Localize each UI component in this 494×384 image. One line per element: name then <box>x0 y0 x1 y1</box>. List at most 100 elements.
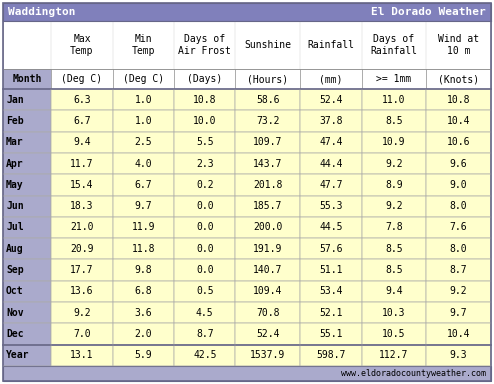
Bar <box>113 281 174 302</box>
Text: 44.5: 44.5 <box>319 222 343 232</box>
Bar <box>362 238 426 260</box>
Text: Feb: Feb <box>6 116 24 126</box>
Bar <box>113 89 174 110</box>
Bar <box>426 132 491 153</box>
Text: www.eldoradocountyweather.com: www.eldoradocountyweather.com <box>341 369 486 378</box>
Text: Nov: Nov <box>6 308 24 318</box>
Text: 37.8: 37.8 <box>319 116 343 126</box>
Bar <box>3 281 51 302</box>
Bar <box>236 260 300 281</box>
Text: 73.2: 73.2 <box>256 116 280 126</box>
Text: 9.7: 9.7 <box>134 201 152 211</box>
Text: 11.9: 11.9 <box>131 222 155 232</box>
Bar <box>362 89 426 110</box>
Bar <box>362 302 426 323</box>
Text: (Deg C): (Deg C) <box>123 74 164 84</box>
Text: 109.4: 109.4 <box>253 286 283 296</box>
Bar <box>51 132 113 153</box>
Text: 1.0: 1.0 <box>134 94 152 105</box>
Bar <box>426 69 491 89</box>
Bar <box>426 153 491 174</box>
Bar <box>362 174 426 195</box>
Bar <box>426 281 491 302</box>
Text: 143.7: 143.7 <box>253 159 283 169</box>
Bar <box>300 260 362 281</box>
Text: 42.5: 42.5 <box>193 350 216 360</box>
Text: Sep: Sep <box>6 265 24 275</box>
Text: 8.9: 8.9 <box>385 180 403 190</box>
Bar <box>3 89 51 110</box>
Text: 13.1: 13.1 <box>70 350 94 360</box>
Bar <box>3 238 51 260</box>
Bar <box>51 89 113 110</box>
Bar <box>3 217 51 238</box>
Text: (mm): (mm) <box>319 74 343 84</box>
Text: 0.0: 0.0 <box>196 244 213 254</box>
Bar <box>362 69 426 89</box>
Text: 11.0: 11.0 <box>382 94 406 105</box>
Text: Jul: Jul <box>6 222 24 232</box>
Bar <box>174 69 236 89</box>
Bar <box>300 238 362 260</box>
Bar <box>174 345 236 366</box>
Text: 8.0: 8.0 <box>450 244 467 254</box>
Bar <box>174 323 236 345</box>
Bar <box>236 174 300 195</box>
Bar <box>3 323 51 345</box>
Text: 598.7: 598.7 <box>316 350 346 360</box>
Text: Jun: Jun <box>6 201 24 211</box>
Text: 21.0: 21.0 <box>70 222 94 232</box>
Text: 51.1: 51.1 <box>319 265 343 275</box>
Text: 11.8: 11.8 <box>131 244 155 254</box>
Bar <box>174 281 236 302</box>
Bar <box>51 323 113 345</box>
Text: Jan: Jan <box>6 94 24 105</box>
Bar <box>3 195 51 217</box>
Bar <box>236 281 300 302</box>
Text: 9.4: 9.4 <box>385 286 403 296</box>
Text: 1.0: 1.0 <box>134 116 152 126</box>
Bar <box>362 281 426 302</box>
Bar <box>51 69 113 89</box>
Bar <box>426 238 491 260</box>
Bar <box>362 132 426 153</box>
Bar <box>174 302 236 323</box>
Text: El Dorado Weather: El Dorado Weather <box>371 7 486 17</box>
Text: 57.6: 57.6 <box>319 244 343 254</box>
Text: 18.3: 18.3 <box>70 201 94 211</box>
Bar <box>426 260 491 281</box>
Bar <box>113 174 174 195</box>
Bar <box>174 110 236 132</box>
Bar <box>3 260 51 281</box>
Text: 201.8: 201.8 <box>253 180 283 190</box>
Bar <box>3 21 491 69</box>
Text: Days of
Rainfall: Days of Rainfall <box>370 34 417 56</box>
Bar <box>236 323 300 345</box>
Text: 6.7: 6.7 <box>73 116 91 126</box>
Text: 10.4: 10.4 <box>447 116 470 126</box>
Text: 10.3: 10.3 <box>382 308 406 318</box>
Bar <box>174 195 236 217</box>
Bar <box>362 260 426 281</box>
Text: 10.8: 10.8 <box>193 94 216 105</box>
Text: 2.5: 2.5 <box>134 137 152 147</box>
Bar <box>3 366 491 381</box>
Text: 9.4: 9.4 <box>73 137 91 147</box>
Text: 4.0: 4.0 <box>134 159 152 169</box>
Bar <box>113 69 174 89</box>
Text: 10.6: 10.6 <box>447 137 470 147</box>
Text: 9.3: 9.3 <box>450 350 467 360</box>
Text: 0.0: 0.0 <box>196 222 213 232</box>
Text: (Hours): (Hours) <box>247 74 288 84</box>
Text: May: May <box>6 180 24 190</box>
Bar <box>51 238 113 260</box>
Text: 5.9: 5.9 <box>134 350 152 360</box>
Text: 9.2: 9.2 <box>450 286 467 296</box>
Bar <box>3 345 51 366</box>
Bar <box>426 110 491 132</box>
Text: 20.9: 20.9 <box>70 244 94 254</box>
Text: 47.4: 47.4 <box>319 137 343 147</box>
Bar <box>362 110 426 132</box>
Bar <box>300 153 362 174</box>
Text: 7.8: 7.8 <box>385 222 403 232</box>
